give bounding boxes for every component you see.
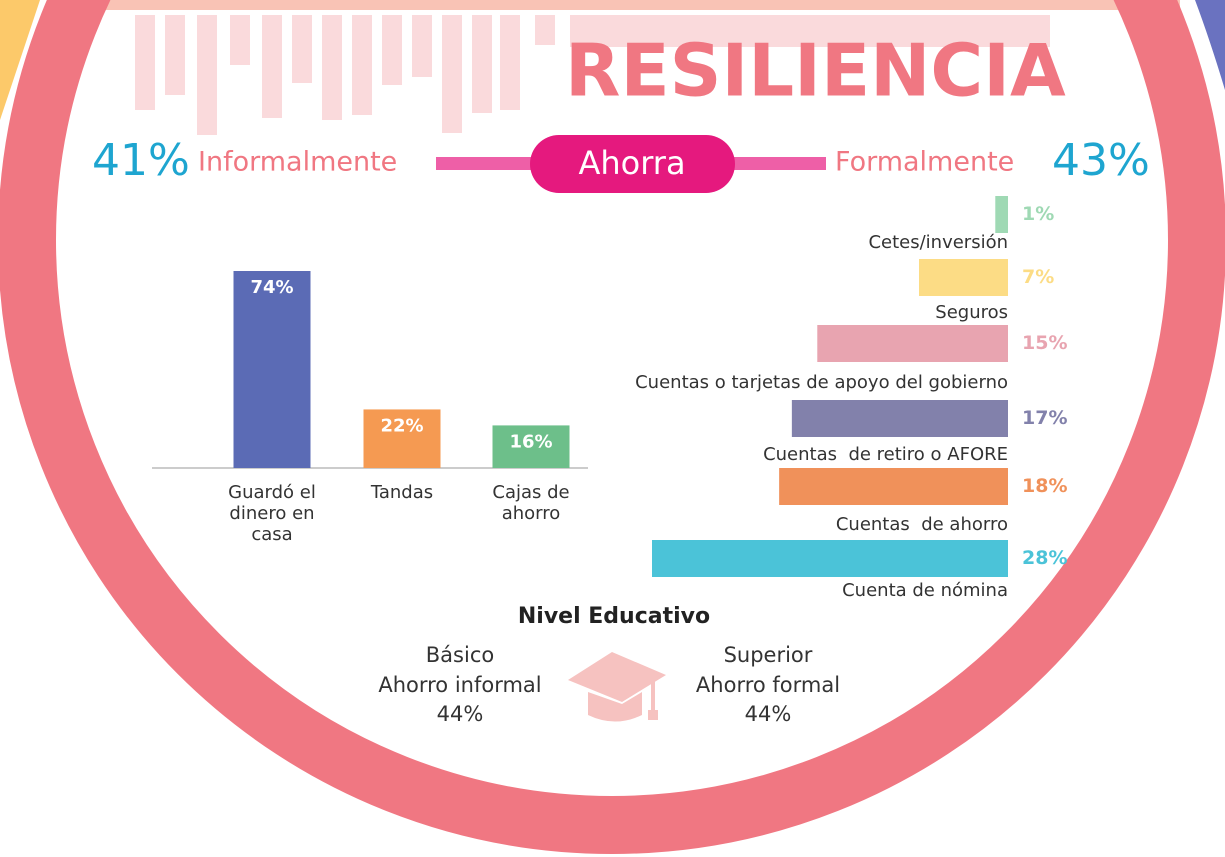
infographic: RESILIENCIA 41% Informalmente Ahorra For… [0,0,1225,857]
formal-label: Formalmente [835,147,1014,178]
value-label: 1% [1022,203,1054,225]
value-label: 74% [250,277,293,298]
informal-value: 41% [92,135,190,186]
category-label: Cuentas de ahorro [836,514,1008,535]
bar [234,271,311,468]
category-label: Cuentas de retiro o AFORE [763,444,1008,465]
x-tick-label: Tandas [347,482,457,503]
pill-label: Ahorra [578,144,685,182]
x-tick-label: Cajas de ahorro [476,482,586,524]
bar [995,196,1008,233]
edu-label: Ahorro formal [696,673,840,697]
top-band [70,0,1180,10]
x-tick-label-box: Guardó el dinero en casa [217,482,327,552]
category-label: Seguros [935,302,1008,323]
value-label: 15% [1022,332,1067,354]
edu-value: 44% [745,702,792,726]
value-label: 16% [509,431,552,452]
edu-level: Superior [724,643,813,667]
value-label: 18% [1022,475,1067,497]
edu-value: 44% [437,702,484,726]
informal-label: Informalmente [198,147,397,178]
bar [919,259,1008,296]
category-label: Cuentas o tarjetas de apoyo del gobierno [635,372,1008,393]
x-tick-label-box: Tandas [347,482,457,552]
x-tick-label: Guardó el dinero en casa [217,482,327,545]
value-label: 22% [380,415,423,436]
category-label: Cuenta de nómina [842,580,1008,601]
edu-label: Ahorro informal [378,673,541,697]
title: RESILIENCIA [565,29,1066,113]
value-label: 28% [1022,547,1067,569]
grad-cap-icon [568,652,666,722]
bar [779,468,1008,505]
formal-value: 43% [1052,135,1150,186]
value-label: 17% [1022,407,1067,429]
x-tick-label-box: Cajas de ahorro [476,482,586,552]
bar [792,400,1008,437]
edu-level: Básico [426,643,494,667]
category-label: Cetes/inversión [868,232,1008,253]
value-label: 7% [1022,266,1054,288]
bar [817,325,1008,362]
bar [652,540,1008,577]
edu-title: Nivel Educativo [518,604,710,629]
